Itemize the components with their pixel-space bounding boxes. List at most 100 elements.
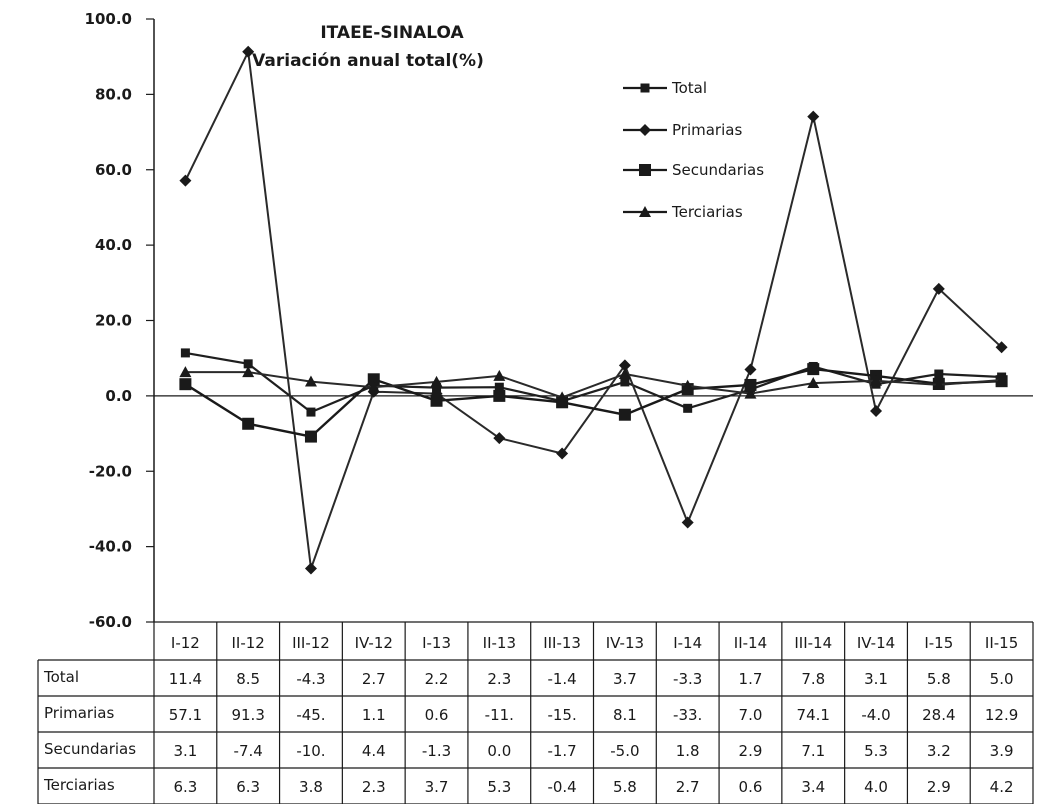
data-point bbox=[618, 368, 631, 380]
table-cell: -1.7 bbox=[547, 742, 576, 760]
data-point bbox=[932, 378, 945, 390]
data-point bbox=[493, 389, 506, 402]
x-category-label: I-12 bbox=[171, 634, 200, 652]
table-cell: 4.2 bbox=[990, 778, 1014, 796]
table-cell: -4.0 bbox=[861, 706, 890, 724]
data-point bbox=[618, 408, 631, 421]
legend-marker bbox=[639, 206, 651, 217]
data-point bbox=[179, 378, 192, 391]
legend-marker bbox=[639, 164, 651, 176]
table-cell: -33. bbox=[673, 706, 702, 724]
table-row-label: Total bbox=[43, 668, 79, 686]
series-line bbox=[185, 371, 1002, 399]
table-cell: 1.8 bbox=[676, 742, 700, 760]
legend-label: Terciarias bbox=[671, 203, 743, 221]
table-cell: 3.4 bbox=[801, 778, 825, 796]
table-cell: 1.7 bbox=[739, 670, 763, 688]
series-primarias bbox=[179, 45, 1008, 575]
table-cell: 4.4 bbox=[362, 742, 386, 760]
data-point bbox=[494, 382, 504, 392]
table-cell: 0.0 bbox=[487, 742, 511, 760]
table-cell: 7.8 bbox=[801, 670, 825, 688]
legend-marker bbox=[639, 124, 651, 136]
data-point bbox=[556, 391, 569, 403]
x-category-label: I-13 bbox=[422, 634, 451, 652]
y-tick-label: -40.0 bbox=[89, 538, 132, 556]
y-tick-label: 0.0 bbox=[105, 387, 132, 405]
table-cell: 2.2 bbox=[425, 670, 449, 688]
table-cell: 5.8 bbox=[613, 778, 637, 796]
chart-title: ITAEE-SINALOA bbox=[320, 23, 464, 43]
table-cell: -7.4 bbox=[234, 742, 263, 760]
data-point bbox=[807, 363, 820, 376]
table-cell: -4.3 bbox=[296, 670, 325, 688]
series-line bbox=[184, 48, 1003, 569]
table-cell: 2.3 bbox=[487, 670, 511, 688]
x-category-label: III-14 bbox=[794, 634, 832, 652]
y-tick-label: 40.0 bbox=[95, 236, 132, 254]
data-point bbox=[744, 363, 757, 376]
data-point bbox=[870, 374, 883, 386]
table-cell: 0.6 bbox=[425, 706, 449, 724]
x-category-label: III-12 bbox=[292, 634, 330, 652]
table-cell: 2.7 bbox=[362, 670, 386, 688]
table-cell: -1.4 bbox=[547, 670, 576, 688]
y-tick-label: -20.0 bbox=[89, 462, 132, 480]
table-cell: 28.4 bbox=[922, 706, 955, 724]
data-point bbox=[932, 282, 945, 295]
data-point bbox=[807, 377, 820, 389]
data-point bbox=[179, 366, 192, 378]
y-tick-label: -60.0 bbox=[89, 613, 132, 631]
table-cell: 11.4 bbox=[169, 670, 202, 688]
table-cell: 91.3 bbox=[231, 706, 264, 724]
table-cell: 3.1 bbox=[173, 742, 197, 760]
series-total bbox=[180, 348, 1007, 417]
legend-label: Primarias bbox=[672, 121, 742, 139]
data-point bbox=[243, 359, 253, 369]
table-cell: 57.1 bbox=[169, 706, 202, 724]
series-secundarias bbox=[179, 363, 1008, 443]
x-category-label: IV-13 bbox=[606, 634, 644, 652]
data-point bbox=[179, 174, 192, 187]
table-cell: 3.2 bbox=[927, 742, 951, 760]
data-point bbox=[556, 447, 569, 460]
table-cell: 3.7 bbox=[613, 670, 637, 688]
table-cell: 3.7 bbox=[425, 778, 449, 796]
data-point bbox=[242, 45, 255, 58]
table-row-label: Terciarias bbox=[43, 776, 115, 794]
table-cell: -15. bbox=[547, 706, 576, 724]
table-cell: 5.3 bbox=[487, 778, 511, 796]
table-cell: -45. bbox=[296, 706, 325, 724]
data-point bbox=[304, 430, 317, 443]
table-cell: 2.9 bbox=[739, 742, 763, 760]
table-cell: -0.4 bbox=[547, 778, 576, 796]
data-point bbox=[683, 403, 693, 413]
series-layer bbox=[179, 45, 1008, 575]
data-point bbox=[367, 373, 380, 386]
legend: Total Primarias Secundarias Terciarias bbox=[623, 79, 764, 221]
x-category-label: IV-12 bbox=[355, 634, 393, 652]
x-category-label: II-15 bbox=[985, 634, 1018, 652]
table-cell: -5.0 bbox=[610, 742, 639, 760]
data-point bbox=[618, 359, 631, 372]
table-cell: 3.8 bbox=[299, 778, 323, 796]
data-point bbox=[306, 407, 316, 417]
table-cell: 74.1 bbox=[797, 706, 830, 724]
table-cell: 5.0 bbox=[990, 670, 1014, 688]
table-cell: 6.3 bbox=[236, 778, 260, 796]
data-point bbox=[430, 394, 443, 407]
chart-subtitle: Variación anual total(%) bbox=[252, 51, 484, 71]
table-row-label: Secundarias bbox=[44, 740, 136, 758]
legend-marker bbox=[640, 83, 650, 93]
table-row-label: Primarias bbox=[44, 704, 114, 722]
series-line bbox=[184, 367, 1002, 438]
legend-label: Secundarias bbox=[672, 161, 764, 179]
table-cell: -3.3 bbox=[673, 670, 702, 688]
table-cell: 8.1 bbox=[613, 706, 637, 724]
data-point bbox=[493, 432, 506, 445]
y-tick-label: 60.0 bbox=[95, 161, 132, 179]
data-point bbox=[304, 562, 317, 575]
x-category-label: II-14 bbox=[734, 634, 767, 652]
data-point bbox=[681, 516, 694, 529]
